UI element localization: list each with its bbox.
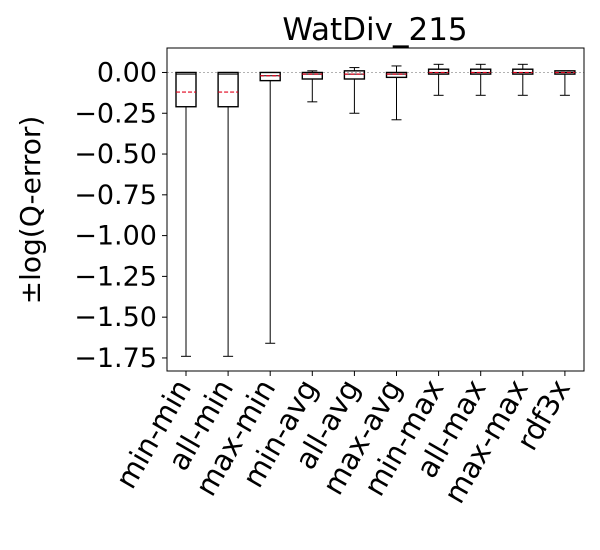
y-tick-label: −1.75 <box>74 343 157 374</box>
box-min-avg <box>301 70 323 103</box>
plot-area <box>167 63 584 357</box>
box-body <box>470 68 492 75</box>
y-tick-label: −1.25 <box>74 261 157 292</box>
box-min-min <box>175 71 197 357</box>
y-tick-label: −1.00 <box>74 221 157 252</box>
y-tick-label: −0.75 <box>74 180 157 211</box>
box-body <box>512 68 534 75</box>
box-body <box>343 70 366 80</box>
box-body <box>259 71 281 82</box>
box-max-avg <box>385 65 408 121</box>
box-body <box>385 71 408 79</box>
y-tick-label: 0.00 <box>97 57 157 88</box>
box-max-min <box>259 71 281 344</box>
plot-frame <box>166 47 585 372</box>
box-all-max <box>470 63 492 96</box>
box-body <box>217 71 239 108</box>
x-axis: min-minall-minmax-minmin-avgall-avgmax-a… <box>109 371 577 509</box>
box-body <box>175 71 197 108</box>
y-axis-label: ±log(Q-error) <box>14 116 47 305</box>
box-rdf3x <box>554 70 576 96</box>
chart-title: WatDiv_215 <box>282 12 467 48</box>
box-max-max <box>512 63 534 96</box>
y-tick-label: −1.50 <box>74 302 157 333</box>
box-min-max <box>427 63 450 96</box>
box-all-avg <box>343 67 366 114</box>
box-body <box>301 71 323 80</box>
y-tick-label: −0.25 <box>74 98 157 129</box>
box-all-min <box>217 71 239 357</box>
box-body <box>427 68 450 75</box>
y-tick-label: −0.50 <box>74 139 157 170</box>
y-axis: 0.00 −0.25 −0.50 −0.75 −1.00 −1.25 −1.50 −1.75 <box>74 57 167 374</box>
